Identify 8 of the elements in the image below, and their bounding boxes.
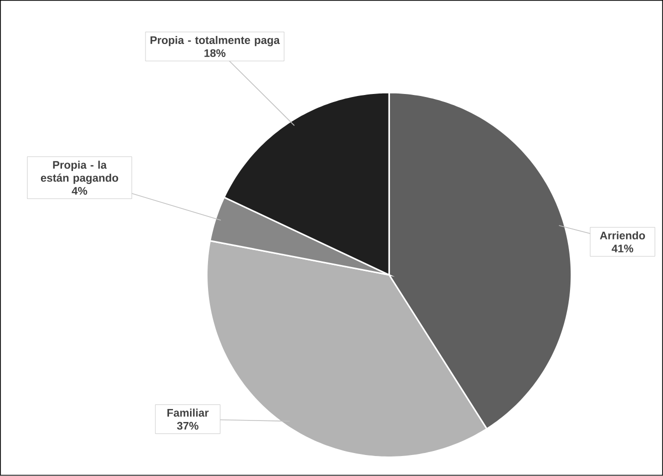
data-label: 4% [72, 187, 88, 195]
data-label: 37% [177, 422, 198, 430]
slice-label: Propia - totalmente paga [150, 36, 280, 46]
data-label: 41% [612, 244, 634, 253]
slice-label: Arriendo [600, 232, 645, 240]
slice-label: Familiar [167, 408, 209, 417]
slice-label: Propia - la están pagando [40, 160, 118, 184]
data-label: 18% [204, 49, 226, 58]
